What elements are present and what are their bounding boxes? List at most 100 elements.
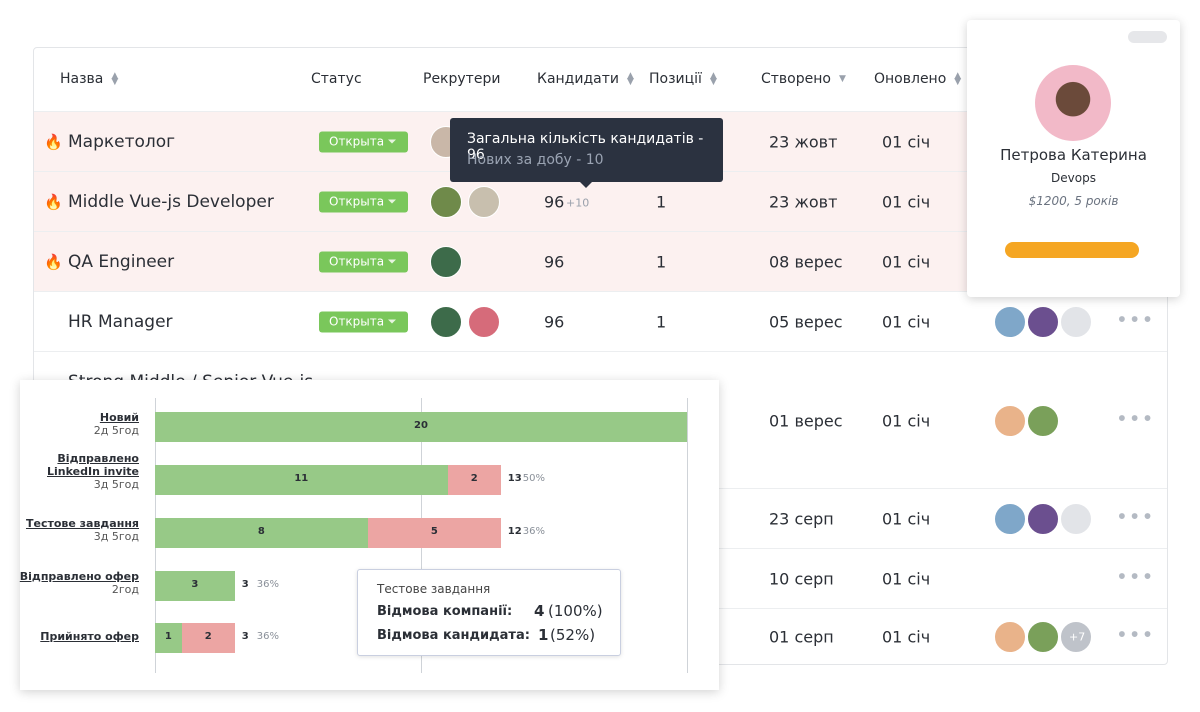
passed-value: 1 — [164, 631, 172, 642]
rejected-value: 2 — [470, 473, 478, 484]
passed-value: 8 — [257, 526, 265, 537]
grid-line — [687, 398, 688, 673]
updated: 01 січ — [882, 569, 931, 589]
hot-icon: 🔥 — [44, 193, 63, 211]
candidates: 96 — [544, 312, 565, 332]
created: 05 верес — [769, 312, 843, 332]
stage-name[interactable]: Відправлено LinkedIn invite — [47, 452, 139, 478]
recruiter-avatar — [430, 306, 462, 338]
funnel-panel: Новий 2д 5год 20 Відправлено LinkedIn invit… — [20, 380, 719, 690]
job-name[interactable]: Маркетолог — [68, 132, 176, 152]
candidates-tooltip: Загальна кількість кандидатів - 96 Нових… — [450, 118, 723, 188]
passed-bar: 1 — [155, 623, 182, 653]
passed-value: 3 — [191, 579, 199, 590]
row-actions[interactable]: ••• — [1116, 504, 1155, 529]
recruiter-avatar — [430, 246, 462, 278]
tooltip-new: Нових за добу - 10 — [467, 152, 604, 168]
stage-percent: 36% — [256, 579, 280, 590]
stage-label: Прийнято офер — [14, 630, 139, 643]
member-avatar — [1027, 306, 1059, 338]
passed-value: 20 — [414, 420, 428, 431]
column-header[interactable]: Позиції ▲ ▼ — [649, 71, 717, 87]
hot-icon: 🔥 — [44, 253, 63, 271]
column-header[interactable]: Статус — [311, 71, 362, 87]
status-dropdown[interactable]: Открыта — [319, 311, 408, 333]
updated: 01 січ — [882, 192, 931, 212]
positions: 1 — [656, 192, 667, 212]
company-value: 4 — [534, 602, 545, 620]
more-members: +7 — [1069, 630, 1086, 644]
passed-bar: 20 — [155, 412, 687, 442]
stage-label: Тестове завдання 3д 5год — [14, 517, 139, 543]
column-header[interactable]: Оновлено ▲ ▼ — [874, 71, 962, 87]
stage-label: Новий 2д 5год — [14, 411, 139, 437]
stage-total: 12 — [507, 526, 522, 537]
toggle[interactable] — [1128, 31, 1167, 43]
avatar — [1035, 65, 1111, 141]
row-actions[interactable]: ••• — [1116, 307, 1155, 332]
member-avatar — [1060, 503, 1092, 535]
company-percent: (100%) — [548, 602, 603, 620]
column-header[interactable]: Назва ▲ ▼ — [60, 71, 119, 87]
column-header[interactable]: Створено ▼ — [761, 71, 846, 87]
candidates: 96 — [544, 252, 565, 272]
stage-time: 2д 5год — [93, 424, 139, 437]
progress — [1005, 242, 1139, 258]
tooltip-title: Тестове завдання — [377, 582, 491, 596]
profile-name: Петрова Катерина — [1000, 146, 1147, 164]
stage-percent: 50% — [522, 473, 546, 484]
job-name[interactable]: Middle Vue-js Developer — [68, 192, 274, 212]
profile-role: Devops — [1051, 171, 1096, 185]
stage-time: 3д 5год — [93, 530, 139, 543]
recruiter-avatar — [430, 186, 462, 218]
created: 23 жовт — [769, 132, 838, 152]
member-avatar — [1060, 306, 1092, 338]
member-avatar — [994, 621, 1026, 653]
created: 23 серп — [769, 509, 834, 529]
job-name[interactable]: HR Manager — [68, 312, 173, 332]
stage-time: 2год — [111, 583, 139, 596]
updated: 01 січ — [882, 312, 931, 332]
stage-label: Відправлено офер 2год — [14, 570, 139, 596]
rejected-bar: 2 — [181, 623, 235, 653]
column-header[interactable]: Рекрутери — [423, 71, 501, 87]
status-dropdown[interactable]: Открыта — [319, 251, 408, 273]
column-header[interactable]: Кандидати ▲ ▼ — [537, 71, 634, 87]
updated: 01 січ — [882, 252, 931, 272]
status-dropdown[interactable]: Открыта — [319, 131, 408, 153]
stage-name[interactable]: Новий — [99, 411, 139, 424]
member-avatar — [1027, 621, 1059, 653]
status-dropdown[interactable]: Открыта — [319, 191, 408, 213]
passed-value: 11 — [294, 473, 309, 484]
stage-time: 3д 5год — [93, 478, 139, 491]
stage-total: 3 — [241, 579, 249, 590]
stage-total: 3 — [241, 631, 249, 642]
job-name[interactable]: QA Engineer — [68, 252, 175, 272]
table-row[interactable]: 23 серп 01 січ ••• — [34, 488, 1167, 549]
created: 23 жовт — [769, 192, 838, 212]
recruiter-avatar — [468, 186, 500, 218]
row-actions[interactable]: ••• — [1116, 622, 1155, 647]
recruiter-avatar — [468, 306, 500, 338]
created: 08 верес — [769, 252, 843, 272]
new-candidates: +10 — [566, 196, 590, 210]
funnel-tooltip: Тестове завдання Відмова компанії: 4 (100%)… — [357, 569, 621, 656]
passed-bar: 8 — [155, 518, 368, 548]
passed-bar: 11 — [155, 465, 448, 495]
stage-name[interactable]: Тестове завдання — [25, 517, 139, 530]
rejected-bar: 5 — [367, 518, 501, 548]
row-actions[interactable]: ••• — [1116, 564, 1155, 589]
updated: 01 січ — [882, 627, 931, 647]
table-row[interactable]: HR Manager Открыта 96 1 05 верес 01 січ ••• — [34, 291, 1167, 352]
updated: 01 січ — [882, 411, 931, 430]
profile-details: $1200, 5 років — [1028, 194, 1119, 208]
member-avatar — [994, 503, 1026, 535]
rejected-value: 2 — [204, 631, 212, 642]
candidate-label: Відмова кандидата: — [377, 628, 530, 643]
profile-card: Петрова Катерина Devops $1200, 5 років — [967, 20, 1180, 297]
created: 01 верес — [769, 411, 843, 430]
stage-name[interactable]: Відправлено офер — [19, 570, 139, 583]
row-actions[interactable]: ••• — [1116, 406, 1155, 431]
stage-name[interactable]: Прийнято офер — [40, 630, 139, 643]
